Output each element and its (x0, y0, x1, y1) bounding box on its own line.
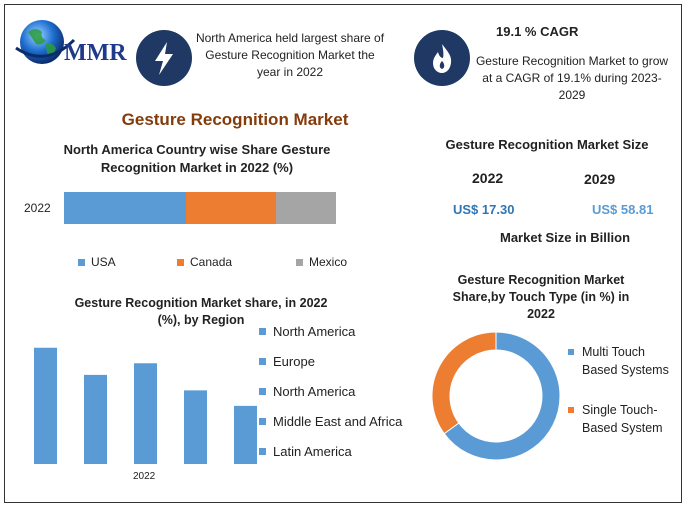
legend-swatch-blue (259, 418, 266, 425)
region-bar-2 (134, 363, 157, 464)
legend-usa: USA (78, 255, 116, 269)
bar-segment-canada (186, 192, 277, 224)
flame-icon (433, 44, 452, 73)
legend-label-canada: Canada (190, 255, 233, 269)
market-size-unit: Market Size in Billion (499, 230, 631, 245)
region-legend-label: North America (273, 324, 356, 339)
main-title: Gesture Recognition Market (121, 110, 349, 129)
legend-swatch-gray (296, 258, 303, 266)
market-size-title: Gesture Recognition Market Size (445, 137, 649, 152)
globe-icon (15, 20, 76, 64)
region-bar-4 (234, 405, 257, 464)
legend-swatch-blue (259, 328, 266, 335)
region-legend-north-america: North America (259, 324, 355, 339)
country-share-chart-title: North America Country wise Share Gesture… (63, 142, 331, 175)
market-size-value-2029: US$ 58.81 (592, 202, 654, 217)
market-size-year-2029: 2029 (584, 171, 616, 187)
legend-swatch-orange (177, 258, 184, 266)
region-legend-label: North America (273, 384, 356, 399)
logo: MMR (10, 14, 130, 76)
donut-legend-multi-touch: Multi Touch Based Systems (568, 343, 683, 379)
donut-legend-single-touch: Single Touch-Based System (568, 401, 683, 437)
legend-label-usa: USA (91, 255, 116, 269)
region-legend-label: Latin America (273, 444, 352, 459)
legend-swatch-blue (259, 358, 266, 365)
cagr-title: 19.1 % CAGR (496, 24, 579, 39)
legend-swatch-blue (259, 448, 266, 455)
region-bar-3 (184, 390, 207, 464)
region-bar-chart (34, 347, 257, 464)
bar-segment-mexico (276, 192, 336, 224)
region-chart-title: Gesture Recognition Market share, in 202… (74, 296, 328, 327)
donut-legend-label: Multi Touch Based Systems (582, 345, 669, 377)
region-legend-latin-america: Latin America (259, 444, 352, 459)
region-legend-mea: Middle East and Africa (259, 414, 402, 429)
legend-mexico: Mexico (296, 255, 347, 269)
legend-canada: Canada (177, 255, 232, 269)
legend-label-mexico: Mexico (309, 255, 348, 269)
legend-swatch-blue (78, 258, 85, 266)
donut-legend-label: Single Touch-Based System (582, 403, 663, 435)
legend-swatch-orange (568, 407, 574, 413)
donut-slice-0 (443, 331, 561, 461)
region-bar-1 (84, 374, 107, 464)
donut-slice-1 (431, 331, 497, 435)
infographic-frame (4, 4, 682, 503)
legend-swatch-blue (568, 349, 574, 355)
region-bar-0 (34, 347, 57, 464)
lightning-badge (136, 30, 192, 86)
region-legend-label: Middle East and Africa (273, 414, 403, 429)
legend-swatch-blue (259, 388, 266, 395)
lightning-icon (155, 42, 173, 75)
header-fact-text: North America held largest share of Gest… (195, 31, 385, 79)
country-share-bar (64, 192, 336, 224)
region-legend-label: Europe (273, 354, 315, 369)
region-legend-north-america-2: North America (259, 384, 355, 399)
cagr-text: Gesture Recognition Market to grow at a … (475, 54, 669, 102)
country-share-category-label: 2022 (24, 201, 51, 215)
bar-segment-usa (64, 192, 187, 224)
touch-type-donut-chart (431, 331, 561, 461)
region-axis-tick-label: 2022 (133, 471, 156, 482)
logo-text: MMR (64, 40, 127, 66)
market-size-value-2022: US$ 17.30 (453, 202, 515, 217)
market-size-year-2022: 2022 (472, 170, 504, 186)
region-legend-europe: Europe (259, 354, 315, 369)
touch-type-chart-title: Gesture Recognition Market Share,by Touc… (452, 273, 630, 321)
flame-badge (414, 30, 470, 86)
